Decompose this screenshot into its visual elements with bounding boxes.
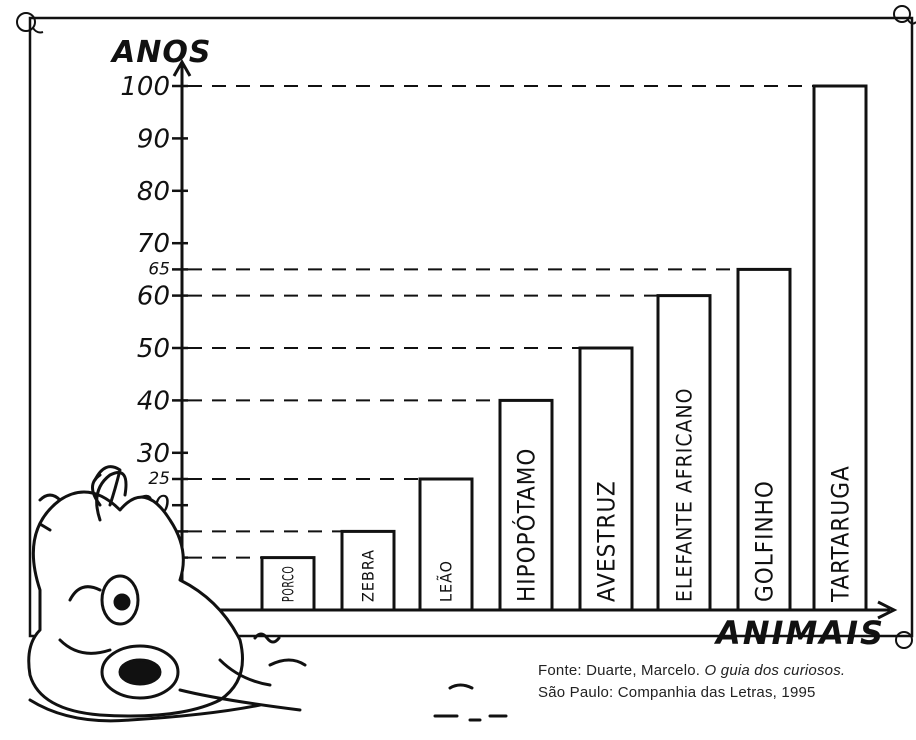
y-axis-title: ANOS [110, 35, 211, 70]
x-axis-title: ANIMAIS [713, 614, 885, 652]
y-axis-arrow-icon [172, 58, 192, 77]
bar-category-label: PORCO [279, 566, 298, 602]
bar [498, 398, 554, 612]
bar [656, 294, 712, 612]
y-tick-label: 50 [137, 334, 170, 364]
bar-category-label: ZEBRA [359, 549, 378, 602]
bar [418, 477, 474, 612]
bar-category-label: HIPOPÓTAMO [510, 448, 540, 602]
bar-category-label: LEÃO [437, 560, 456, 602]
y-tick-label: 65 [148, 259, 170, 279]
bar [812, 84, 868, 612]
y-tick-label: 100 [120, 72, 170, 102]
y-tick-label: 40 [137, 386, 170, 416]
bar-category-label: TARTARUGA [826, 465, 854, 603]
chart-frame [28, 16, 914, 638]
bar [260, 556, 316, 612]
bar-category-label: AVESTRUZ [592, 480, 620, 602]
source-citation: Fonte: Duarte, Marcelo. O guia dos curio… [538, 660, 845, 704]
y-tick-label: 25 [148, 469, 170, 489]
corner-ornament-icon [16, 5, 916, 649]
x-axis-arrow-icon [877, 600, 898, 620]
pig-cartoon-icon [27, 465, 508, 723]
source-prefix: Fonte: Duarte, Marcelo. [538, 662, 701, 679]
bar-category-label: GOLFINHO [750, 480, 778, 602]
bar [736, 267, 792, 612]
source-line-1: Fonte: Duarte, Marcelo. O guia dos curio… [538, 660, 845, 682]
y-tick-label: 60 [137, 282, 170, 312]
y-tick-label: 30 [137, 439, 170, 469]
bar-category-label: ELEFANTE AFRICANO [672, 388, 696, 602]
bar [340, 529, 396, 612]
source-book-title: O guia dos curiosos. [704, 662, 846, 679]
y-tick-label: 80 [137, 177, 170, 207]
y-tick-label: 90 [137, 124, 170, 154]
y-tick-label: 70 [137, 229, 170, 259]
source-line-2: São Paulo: Companhia das Letras, 1995 [538, 684, 816, 701]
bar [578, 346, 634, 612]
plot-area: 101520253040506065708090100PORCOZEBRALEÃ… [120, 58, 898, 620]
